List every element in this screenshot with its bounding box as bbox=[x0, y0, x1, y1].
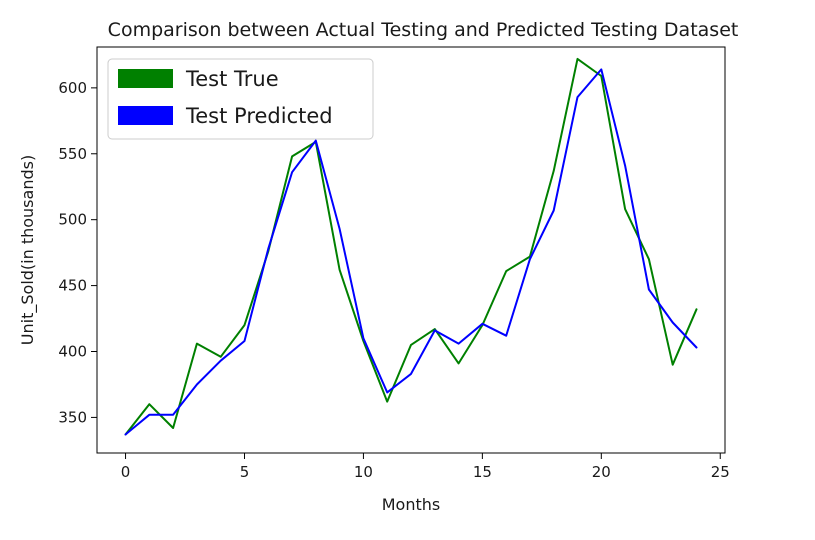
y-tick-label: 600 bbox=[58, 79, 87, 97]
x-tick-label: 15 bbox=[473, 463, 492, 481]
series-lines bbox=[124, 57, 698, 436]
y-tick-label: 450 bbox=[58, 277, 87, 295]
y-tick-label: 400 bbox=[58, 343, 87, 361]
y-tick-label: 550 bbox=[58, 145, 87, 163]
x-tick-label: 0 bbox=[121, 463, 131, 481]
plot-frame bbox=[96, 46, 726, 454]
series-line-test-predicted bbox=[124, 68, 698, 436]
legend: Test True Test Predicted bbox=[107, 58, 374, 140]
y-tick-label: 500 bbox=[58, 211, 87, 229]
x-axis-label: Months bbox=[382, 495, 440, 514]
legend-swatch bbox=[118, 106, 173, 125]
legend-swatch bbox=[118, 69, 173, 88]
y-axis-ticks: 350 400 450 500 550 600 bbox=[58, 79, 97, 426]
x-axis-ticks: 0 5 10 15 20 25 bbox=[121, 453, 730, 481]
legend-label: Test Predicted bbox=[185, 104, 333, 128]
x-tick-label: 5 bbox=[240, 463, 250, 481]
chart-title: Comparison between Actual Testing and Pr… bbox=[108, 19, 739, 41]
legend-box bbox=[107, 58, 374, 140]
y-tick-label: 350 bbox=[58, 408, 87, 426]
series-line-test-true bbox=[124, 57, 698, 436]
x-tick-label: 20 bbox=[592, 463, 611, 481]
x-tick-label: 25 bbox=[711, 463, 730, 481]
legend-label: Test True bbox=[185, 67, 279, 91]
x-tick-label: 10 bbox=[354, 463, 373, 481]
y-axis-label: Unit_Sold(in thousands) bbox=[18, 155, 38, 345]
